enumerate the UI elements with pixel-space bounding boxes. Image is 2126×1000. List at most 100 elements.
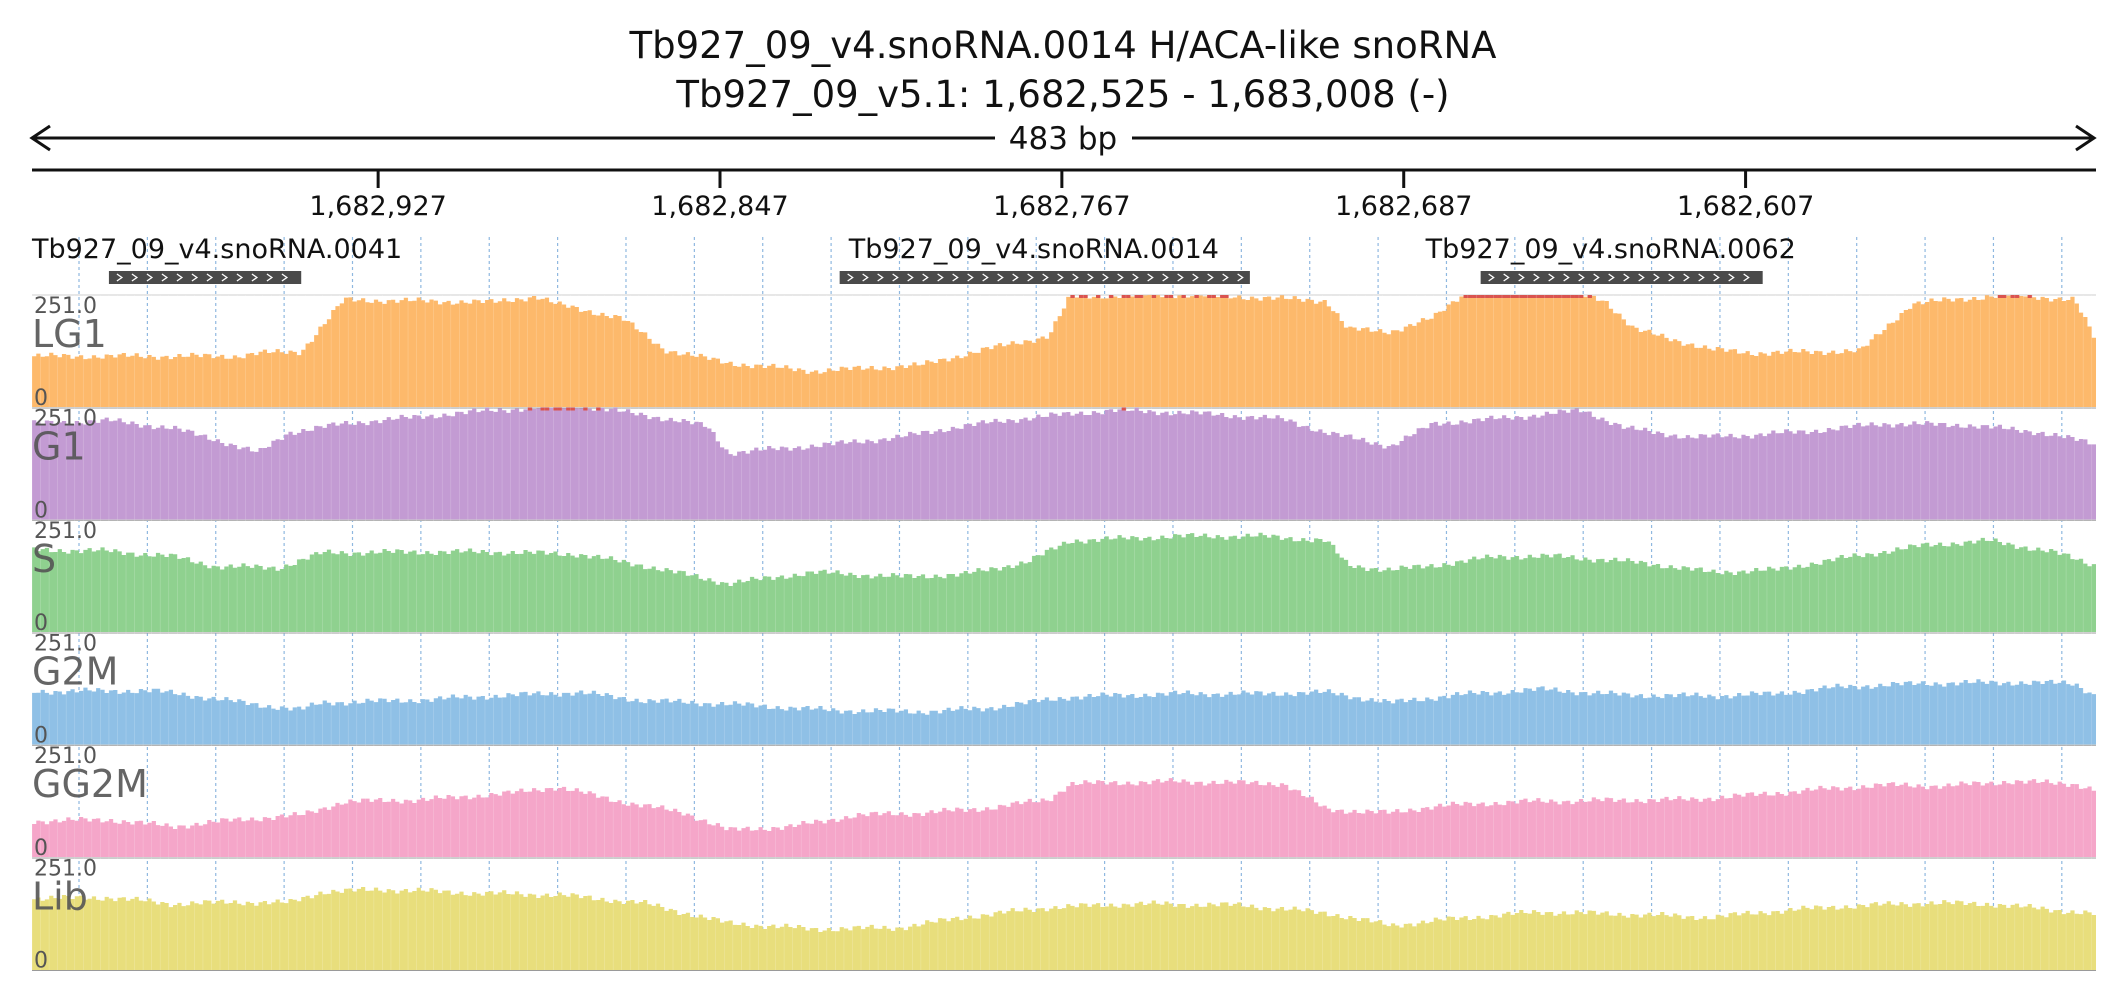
strand-arrow (161, 273, 169, 282)
y-min-label: 0 (34, 499, 48, 524)
clip-marker (1070, 295, 1075, 298)
clip-marker (2010, 295, 2016, 298)
ruler-tick-label: 1,682,767 (993, 191, 1130, 222)
clip-marker (1168, 295, 1174, 298)
y-max-label: 251.0 (34, 294, 97, 319)
track-gg2m: 251.0 0 GG2M (31, 744, 2096, 861)
clip-marker (1476, 295, 1481, 298)
clip-marker (557, 407, 563, 411)
clip-marker (1506, 295, 1511, 298)
strand-arrow (1593, 273, 1600, 282)
y-min-label: 0 (34, 724, 48, 749)
strand-arrow (997, 273, 1004, 282)
strand-arrow (1192, 273, 1199, 282)
strand-arrow (206, 273, 214, 282)
coverage-area (32, 679, 2096, 746)
strand-arrow (1503, 273, 1510, 282)
clip-marker (1463, 295, 1469, 298)
clip-marker (1570, 295, 1575, 298)
clip-marker (1134, 295, 1139, 298)
strand-arrow (1533, 273, 1540, 282)
clip-marker (1514, 295, 1520, 298)
track-g2m: 251.0 0 G2M (31, 632, 2096, 749)
clip-marker (1219, 295, 1225, 298)
coverage-area (32, 532, 2096, 633)
gene-label: Tb927_09_v4.snoRNA.0014 (848, 234, 1219, 265)
clip-marker (1527, 295, 1533, 298)
strand-arrow (191, 273, 199, 282)
chart-subtitle: Tb927_09_v5.1: 1,682,525 - 1,683,008 (-) (675, 73, 1449, 116)
strand-arrow (1087, 273, 1094, 282)
clip-marker (540, 407, 545, 411)
strand-arrow (1728, 273, 1735, 282)
clip-marker (1540, 295, 1545, 298)
clip-marker (1493, 295, 1498, 298)
gene-feature-bar (1480, 271, 1763, 284)
clip-marker (1181, 295, 1186, 298)
clip-marker (1083, 295, 1088, 298)
y-max-label: 251.0 (34, 744, 97, 769)
ruler-tick-label: 1,682,927 (309, 191, 446, 222)
strand-arrow (1027, 273, 1034, 282)
clip-marker (1531, 295, 1537, 298)
clip-marker (1484, 295, 1490, 298)
gene-feature-bar (839, 271, 1250, 284)
strand-arrow (1102, 273, 1109, 282)
clip-marker (1587, 295, 1592, 298)
strand-arrow (922, 273, 929, 282)
clip-marker (1523, 295, 1528, 298)
track-name: S (32, 537, 56, 581)
clip-marker (1224, 295, 1229, 298)
strand-arrow (1177, 273, 1184, 282)
ruler-ticks: 1,682,927 1,682,847 1,682,767 1,682,687 1,68… (309, 170, 1814, 222)
y-max-label: 251.0 (34, 519, 97, 544)
strand-arrow (1488, 273, 1495, 282)
gene-annotations: Tb927_09_v4.snoRNA.0041 Tb927_09_v4.snoRN… (31, 234, 1796, 284)
strand-arrow (176, 273, 184, 282)
scale-bar-left-arrowhead (29, 124, 51, 152)
y-max-label: 251.0 (34, 407, 97, 432)
coverage-tracks: 251.00LG1251.00G1251.00S251.00G2M251.00G… (31, 294, 2096, 974)
strand-arrow (1222, 273, 1229, 282)
chart-title: Tb927_09_v4.snoRNA.0014 H/ACA-like snoRN… (629, 24, 1497, 67)
clip-marker (1121, 295, 1127, 298)
coverage-area (32, 778, 2096, 858)
strand-arrow (847, 273, 854, 282)
clip-marker (566, 407, 571, 411)
strand-arrow (251, 273, 259, 282)
strand-arrow (1743, 273, 1750, 282)
clip-marker (1121, 407, 1127, 411)
ruler-tick-label: 1,682,687 (1335, 191, 1472, 222)
strand-arrow (131, 273, 139, 282)
clip-marker (1497, 295, 1503, 298)
track-lg1: 251.0 0 LG1 (31, 294, 2096, 411)
clip-marker (583, 407, 588, 411)
clip-marker (1472, 295, 1477, 298)
clip-marker (2027, 295, 2033, 298)
clip-marker (1207, 295, 1212, 298)
clip-marker (1519, 295, 1524, 298)
clip-marker (1194, 295, 1199, 298)
strand-arrow (221, 273, 229, 282)
clip-marker (1078, 295, 1084, 298)
strand-arrow (1117, 273, 1124, 282)
track-name: G2M (32, 650, 118, 694)
y-min-label: 0 (34, 949, 48, 974)
clip-marker (1138, 295, 1144, 298)
strand-arrow (1237, 273, 1244, 282)
coverage-area (32, 407, 2096, 521)
clip-marker (570, 407, 575, 411)
strand-arrow (907, 273, 914, 282)
strand-arrow (1638, 273, 1645, 282)
strand-arrow (967, 273, 974, 282)
strand-arrow (1653, 273, 1660, 282)
strand-arrow (1207, 273, 1214, 282)
strand-arrow (1623, 273, 1630, 282)
clip-marker (1997, 295, 2003, 298)
track-name: LG1 (32, 312, 107, 356)
strand-arrow (1683, 273, 1690, 282)
clip-marker (596, 407, 601, 411)
clip-marker (1151, 295, 1157, 298)
